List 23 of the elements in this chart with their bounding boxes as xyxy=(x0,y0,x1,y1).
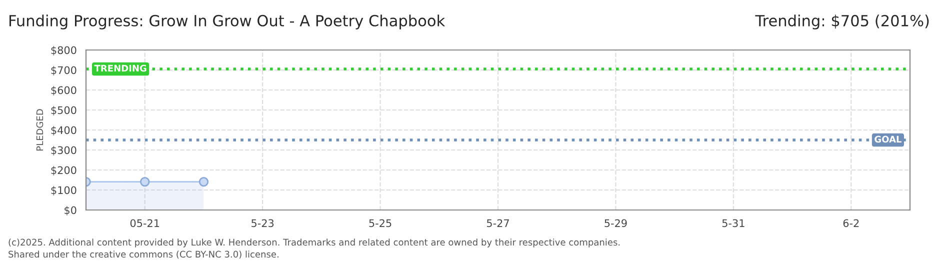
y-tick-label: $700 xyxy=(51,66,76,76)
x-tick-label: 6-2 xyxy=(843,219,859,228)
y-tick-label: $200 xyxy=(51,166,76,176)
y-axis-title: PLEDGED xyxy=(36,109,44,151)
y-tick-label: $600 xyxy=(51,86,76,96)
x-tick-label: 5-29 xyxy=(604,219,627,228)
x-tick-label: 5-27 xyxy=(486,219,509,228)
y-tick-label: $0 xyxy=(64,206,76,216)
x-tick-label: 5-23 xyxy=(252,219,274,228)
chart-title: Funding Progress: Grow In Grow Out - A Poetry Chapbook xyxy=(10,14,446,30)
x-tick-label: 05-21 xyxy=(130,219,160,228)
x-tick-label: 5-31 xyxy=(722,219,744,228)
ref-line-label: TRENDING xyxy=(94,64,146,72)
ref-line-label: GOAL xyxy=(874,136,902,143)
x-tick-label: 5-25 xyxy=(369,219,392,228)
y-tick-label: $300 xyxy=(51,146,76,156)
text: (c)2025. Additional content provided by Luke W. Henderson. Trademarks and related content are owned by their respective companies. xyxy=(8,238,620,248)
text: Trending: $705 (201%) xyxy=(755,14,929,30)
y-tick-label: $800 xyxy=(51,46,76,56)
y-tick-label: $400 xyxy=(51,126,76,136)
y-tick-label: $100 xyxy=(51,186,76,196)
y-tick-label: $500 xyxy=(51,106,76,116)
text: Shared under the creative commons (CC BY-NC 3.0) license. xyxy=(8,250,278,259)
